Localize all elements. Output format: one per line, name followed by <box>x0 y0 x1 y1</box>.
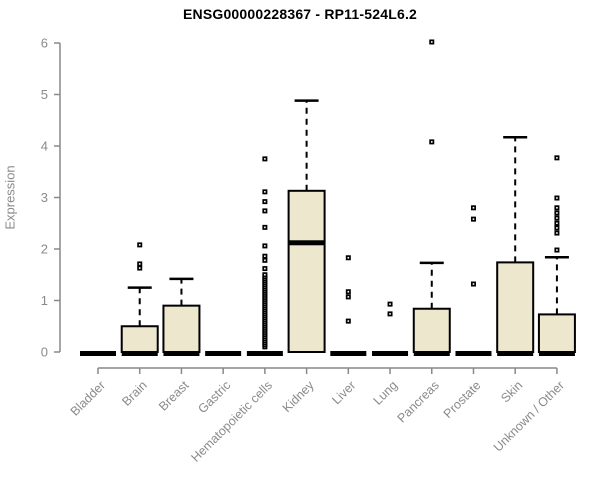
x-tick-label: Brain <box>119 378 150 409</box>
box-brain <box>120 325 159 353</box>
outlier-point-center <box>556 212 558 214</box>
outlier-point-center <box>264 259 266 262</box>
y-tick-label: 0 <box>41 345 48 360</box>
outlier-point-center <box>138 267 141 269</box>
outlier-point-center <box>389 303 391 305</box>
outlier-point-center <box>389 313 391 315</box>
outlier-point-center <box>264 255 266 258</box>
outlier-point-center <box>430 141 433 143</box>
y-tick-label: 2 <box>41 242 48 257</box>
outlier-point-center <box>556 217 558 219</box>
y-tick-label: 1 <box>41 293 48 308</box>
y-tick-label: 5 <box>41 87 48 102</box>
outlier-point-center <box>138 263 141 265</box>
median-line <box>413 351 450 356</box>
y-tick-label: 6 <box>41 36 48 51</box>
median-line <box>538 351 575 356</box>
outlier-point-center <box>472 207 475 209</box>
x-tick-label: Gastric <box>195 378 233 416</box>
x-tick-label: Prostate <box>441 378 484 421</box>
outlier-point-center <box>264 245 266 247</box>
median-line <box>288 240 325 246</box>
outlier-point-center <box>264 200 266 203</box>
x-tick-label: Skin <box>498 378 525 405</box>
median-line <box>497 351 534 356</box>
outlier-point-center <box>264 267 266 270</box>
outlier-point-center <box>472 218 475 220</box>
box-skin <box>496 261 535 354</box>
x-tick-label: Kidney <box>280 378 317 415</box>
median-line <box>80 351 116 356</box>
median-line <box>246 351 283 356</box>
outlier-point-center <box>264 226 266 229</box>
median-line <box>372 351 409 356</box>
box-kidney <box>287 189 326 353</box>
x-tick-label: Breast <box>156 378 192 414</box>
median-line <box>455 351 492 356</box>
median-line <box>330 351 367 356</box>
median-line <box>121 351 158 356</box>
outlier-point-center <box>264 210 266 212</box>
outlier-point-center <box>347 296 350 298</box>
outlier-point-center <box>264 273 266 276</box>
y-tick-label: 3 <box>41 190 48 205</box>
x-tick-label: Pancreas <box>395 378 442 425</box>
outlier-point-center <box>138 244 141 246</box>
outlier-point-center <box>556 207 558 209</box>
outlier-point-center <box>347 290 350 293</box>
x-tick-label: Bladder <box>68 378 108 418</box>
x-tick-label: Hematopoietic cells <box>188 378 275 465</box>
outlier-point-center <box>556 232 558 234</box>
y-tick-label: 4 <box>41 139 48 154</box>
box-unknown-other <box>537 313 576 353</box>
outlier-point-center <box>472 283 475 285</box>
box-breast <box>162 304 201 353</box>
median-line <box>163 351 200 356</box>
outlier-point-center <box>264 191 266 193</box>
x-tick-label: Unknown / Other <box>491 378 567 454</box>
outlier-point-center <box>264 158 266 160</box>
outlier-point-center <box>430 41 433 43</box>
median-line <box>205 351 242 356</box>
outlier-point-center <box>556 227 558 229</box>
chart-title: ENSG00000228367 - RP11-524L6.2 <box>182 6 418 22</box>
outlier-point-center <box>347 320 350 322</box>
outlier-point-center <box>347 256 350 259</box>
outlier-point-center <box>556 157 558 159</box>
x-tick-label: Liver <box>329 378 358 407</box>
box-pancreas <box>412 307 451 353</box>
outlier-point-center <box>556 197 558 199</box>
outlier-point-center <box>556 222 558 225</box>
outlier-point-center <box>556 249 558 251</box>
x-tick-label: Lung <box>371 378 401 408</box>
